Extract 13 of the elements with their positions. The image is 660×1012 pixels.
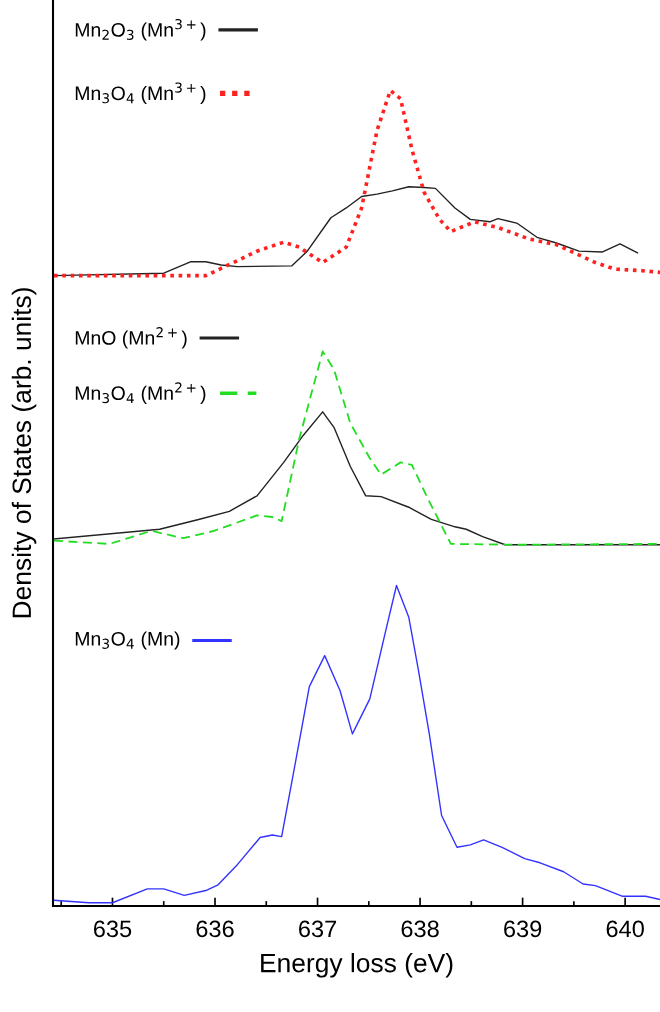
legend-label: Mn$_{2}$O$_{3}$ (Mn$^{3+}$) (75, 19, 206, 41)
x-tick-label: 639 (504, 920, 542, 938)
legend-label: Mn$_{3}$O$_{4}$ (Mn$^{3+}$) (75, 82, 206, 104)
legend-label: MnO (Mn$^{2+}$) (75, 327, 187, 349)
x-tick-label: 638 (401, 920, 439, 938)
x-tick-label: 637 (299, 920, 337, 938)
x-axis-title: Energy loss (eV) (261, 953, 453, 978)
x-tick-label: 636 (196, 920, 234, 938)
x-tick-label: 635 (93, 920, 132, 938)
x-tick-label: 640 (606, 920, 644, 938)
legend-label: Mn$_{3}$O$_{4}$ (Mn) (75, 631, 180, 650)
legend-label: Mn$_{3}$O$_{4}$ (Mn$^{2+}$) (75, 382, 206, 404)
y-axis-title: Density of States (arb. units) (11, 288, 37, 618)
